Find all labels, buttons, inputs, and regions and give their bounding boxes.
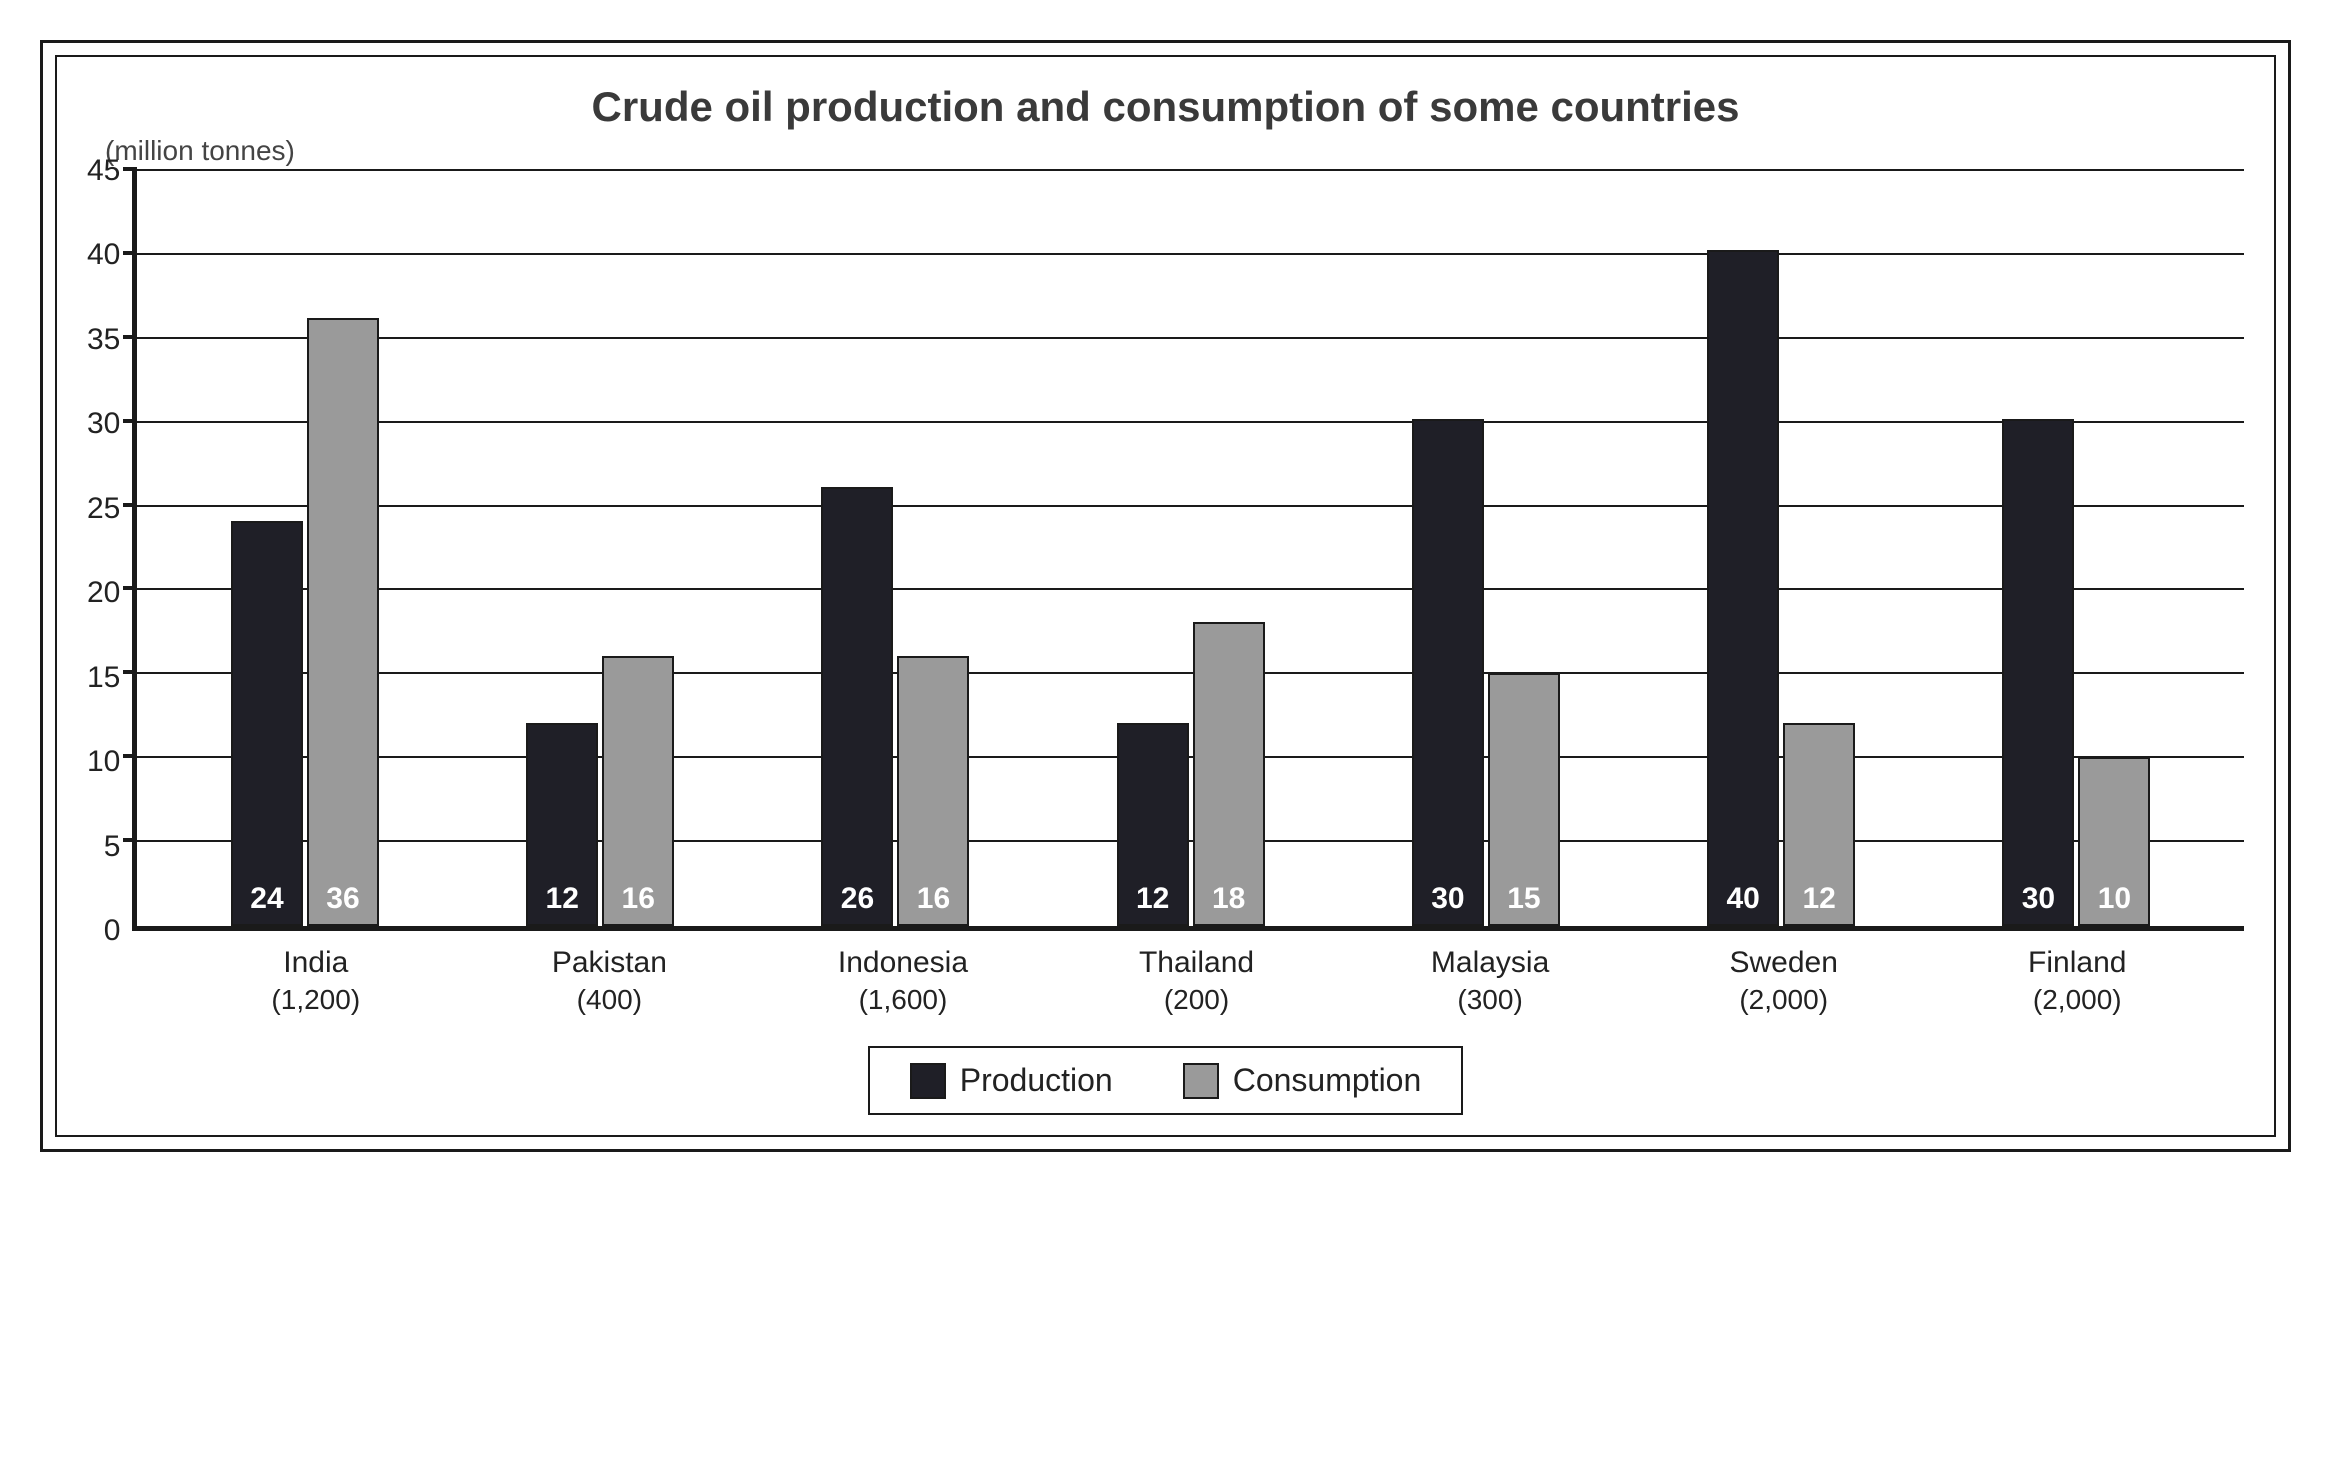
- y-tick-mark: [123, 754, 137, 758]
- legend-label: Production: [960, 1062, 1113, 1099]
- y-axis: 454035302520151050: [87, 171, 132, 931]
- legend-swatch: [910, 1063, 946, 1099]
- bar-consumption: 36: [307, 318, 379, 926]
- bar-production: 12: [1117, 723, 1189, 926]
- bar-consumption: 16: [897, 656, 969, 926]
- category-subtext: (2,000): [1930, 982, 2224, 1018]
- x-axis-label: Finland(2,000): [1930, 943, 2224, 1018]
- x-axis-label: Malaysia(300): [1343, 943, 1637, 1018]
- plot-area: 454035302520151050 24 36 12 16 26 16 12 18 30 15 4…: [87, 171, 2244, 931]
- x-axis-label: Pakistan(400): [463, 943, 757, 1018]
- chart-outer-frame: Crude oil production and consumption of …: [40, 40, 2291, 1152]
- bar-value-label: 12: [546, 882, 579, 924]
- bar-production: 40: [1707, 250, 1779, 926]
- chart-title: Crude oil production and consumption of …: [87, 83, 2244, 131]
- bar-group: 30 10: [1929, 419, 2224, 926]
- bar-value-label: 36: [326, 882, 359, 924]
- bar-consumption: 16: [602, 656, 674, 926]
- bar-group: 12 18: [1043, 622, 1338, 926]
- x-axis-label: Thailand(200): [1050, 943, 1344, 1018]
- bar-production: 30: [2002, 419, 2074, 926]
- plot: 24 36 12 16 26 16 12 18 30 15 40 12 30 10: [132, 171, 2244, 931]
- bar-value-label: 40: [1726, 882, 1759, 924]
- category-name: Thailand: [1139, 946, 1254, 979]
- y-tick-mark: [123, 167, 137, 171]
- category-name: Sweden: [1729, 946, 1837, 979]
- bar-production: 30: [1412, 419, 1484, 926]
- y-axis-unit-label: (million tonnes): [105, 135, 2244, 167]
- x-axis-labels: India(1,200)Pakistan(400)Indonesia(1,600…: [87, 931, 2244, 1018]
- y-tick-mark: [123, 838, 137, 842]
- x-axis-label: India(1,200): [169, 943, 463, 1018]
- legend-item: Consumption: [1183, 1062, 1422, 1099]
- bar-value-label: 16: [622, 882, 655, 924]
- category-name: Pakistan: [552, 946, 667, 979]
- legend-swatch: [1183, 1063, 1219, 1099]
- legend-container: Production Consumption: [87, 1018, 2244, 1115]
- bar-consumption: 18: [1193, 622, 1265, 926]
- y-tick-mark: [123, 586, 137, 590]
- category-subtext: (400): [463, 982, 757, 1018]
- category-subtext: (1,600): [756, 982, 1050, 1018]
- y-tick-mark: [123, 419, 137, 423]
- bar-value-label: 15: [1507, 882, 1540, 924]
- bar-value-label: 18: [1212, 882, 1245, 924]
- bar-value-label: 10: [2098, 882, 2131, 924]
- bar-value-label: 12: [1136, 882, 1169, 924]
- category-name: India: [283, 946, 348, 979]
- category-name: Malaysia: [1431, 946, 1549, 979]
- bar-value-label: 26: [841, 882, 874, 924]
- y-tick-mark: [123, 251, 137, 255]
- bar-consumption: 12: [1783, 723, 1855, 926]
- bar-value-label: 24: [250, 882, 283, 924]
- category-name: Indonesia: [838, 946, 968, 979]
- category-subtext: (200): [1050, 982, 1344, 1018]
- category-subtext: (2,000): [1637, 982, 1931, 1018]
- bar-value-label: 30: [1431, 882, 1464, 924]
- chart-inner-frame: Crude oil production and consumption of …: [55, 55, 2276, 1137]
- bar-group: 26 16: [748, 487, 1043, 926]
- bar-group: 40 12: [1634, 250, 1929, 926]
- x-axis-label: Sweden(2,000): [1637, 943, 1931, 1018]
- bar-group: 30 15: [1338, 419, 1633, 926]
- legend-item: Production: [910, 1062, 1113, 1099]
- y-tick-mark: [123, 503, 137, 507]
- bar-value-label: 16: [917, 882, 950, 924]
- category-name: Finland: [2028, 946, 2126, 979]
- bar-value-label: 12: [1802, 882, 1835, 924]
- legend-label: Consumption: [1233, 1062, 1422, 1099]
- bar-group: 24 36: [157, 318, 452, 926]
- legend: Production Consumption: [868, 1046, 1464, 1115]
- bar-group: 12 16: [453, 656, 748, 926]
- bar-production: 12: [526, 723, 598, 926]
- y-tick-mark: [123, 335, 137, 339]
- bar-value-label: 30: [2022, 882, 2055, 924]
- category-subtext: (1,200): [169, 982, 463, 1018]
- bars-row: 24 36 12 16 26 16 12 18 30 15 40 12 30 10: [137, 171, 2244, 926]
- bar-consumption: 15: [1488, 673, 1560, 926]
- category-subtext: (300): [1343, 982, 1637, 1018]
- bar-production: 24: [231, 521, 303, 926]
- x-axis-label: Indonesia(1,600): [756, 943, 1050, 1018]
- bar-consumption: 10: [2078, 757, 2150, 926]
- y-tick-mark: [123, 670, 137, 674]
- bar-production: 26: [821, 487, 893, 926]
